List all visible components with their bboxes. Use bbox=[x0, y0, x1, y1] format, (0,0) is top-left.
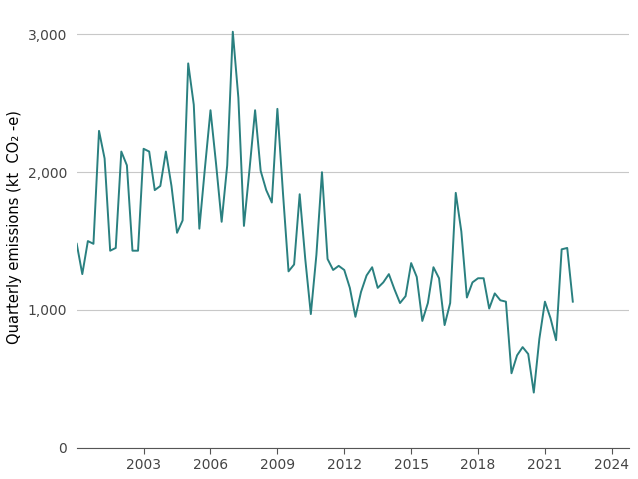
Y-axis label: Quarterly emissions (kt  CO₂ -e): Quarterly emissions (kt CO₂ -e) bbox=[7, 110, 22, 344]
